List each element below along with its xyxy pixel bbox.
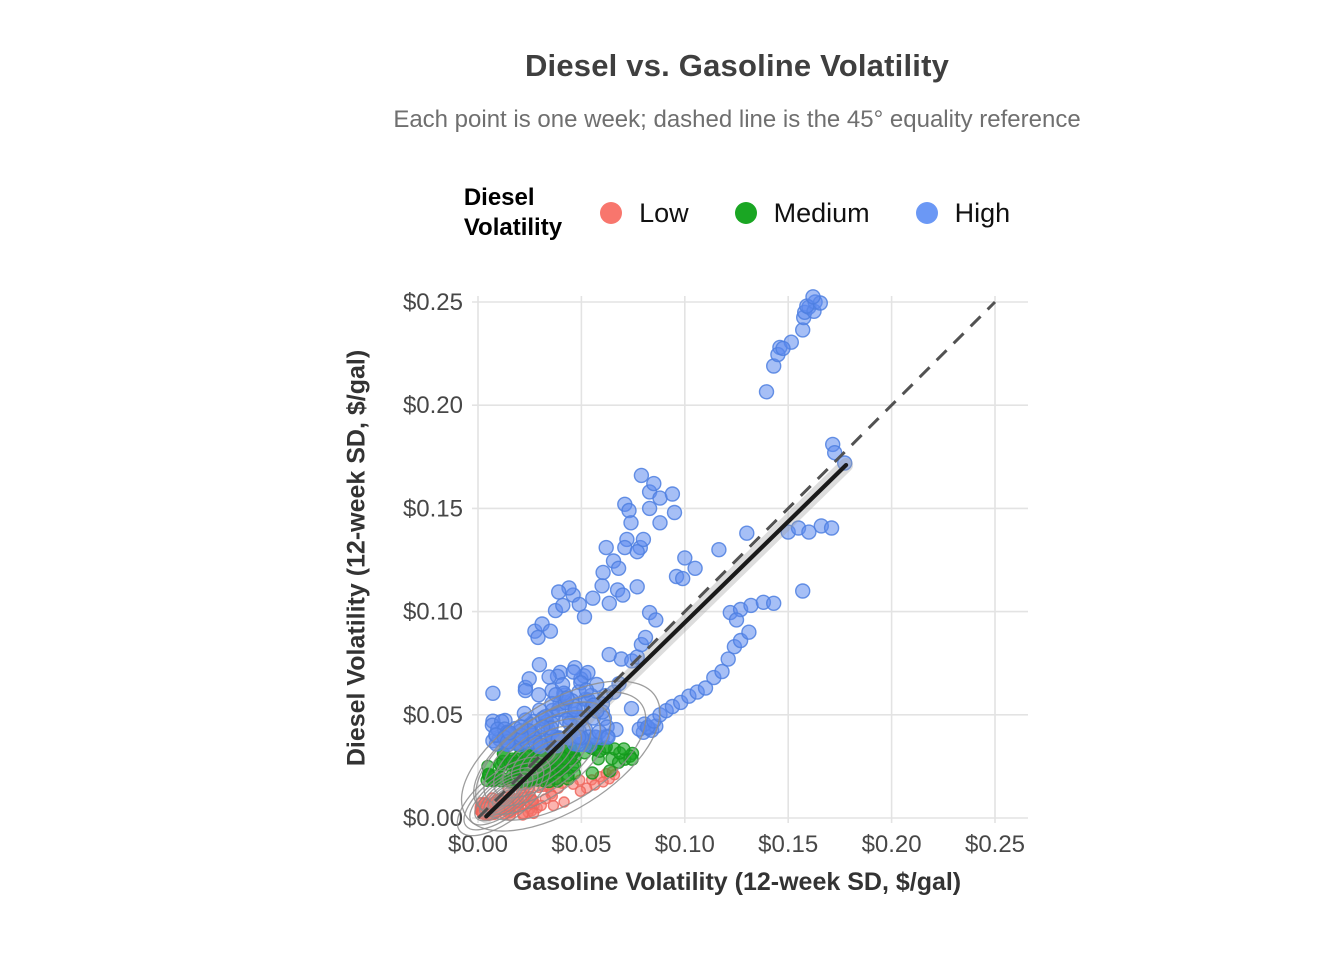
data-point-high [635,531,652,548]
data-point-high [541,669,557,685]
data-point-high [646,475,662,492]
data-point-high [711,542,727,558]
data-point-high [595,564,611,581]
data-point-high [629,544,645,560]
legend-title-line2: Volatility [463,214,563,241]
data-point-high [728,612,745,628]
data-point-high [743,597,759,614]
legend-title: Diesel Volatility [464,183,562,243]
contour-ring [460,680,661,832]
data-point-high [795,583,811,599]
data-point-high [542,623,559,639]
legend-items: Low Medium High [600,198,1010,229]
contour-ring [475,691,647,821]
data-point-high [805,289,821,305]
data-point-high [664,486,681,502]
legend-label-medium: Medium [773,197,870,228]
data-point-low [574,785,587,797]
data-point-high [610,560,627,576]
data-point-high [675,570,691,587]
data-point-high [565,664,581,680]
legend-dot-high-icon [915,202,938,224]
y-tick-label: $0.20 [403,392,463,419]
data-point-high [697,680,714,696]
data-point-high [623,515,639,531]
data-point-high [648,612,664,628]
data-point-medium [617,742,631,756]
data-point-high [714,663,730,680]
y-tick-label: $0.15 [403,495,463,522]
data-point-high [601,646,617,663]
data-point-high [827,445,843,461]
points-high [484,289,853,755]
data-point-high [633,467,650,484]
x-tick-label: $0.15 [758,831,818,858]
contour-ring [472,701,612,815]
legend-title-line1: Diesel [463,184,535,211]
data-point-high [741,624,757,640]
data-point-high [531,657,548,673]
chart-header: Diesel vs. Gasoline Volatility Each poin… [120,48,1344,134]
page-title: Diesel vs. Gasoline Volatility [524,48,950,83]
contour-ring [492,717,592,799]
legend: Diesel Volatility Low Medium High [120,170,1344,256]
data-point-high [677,550,693,566]
legend-label-low: Low [639,197,689,228]
data-point-low [527,807,540,820]
data-point-high [585,590,601,606]
data-point-high [551,584,567,600]
data-point-high [576,609,593,625]
data-point-high [641,500,658,517]
data-point-high [766,595,782,611]
contour-ring [502,725,582,791]
page-subtitle: Each point is one week; dashed line is t… [393,106,1081,133]
data-point-high [517,682,534,699]
x-tick-label: $0.05 [551,831,611,858]
x-axis-title: Gasoline Volatility (12-week SD, $/gal) [512,868,962,896]
y-tick-labels: $0.00 $0.05 $0.10 $0.15 $0.20 $0.25 [403,289,463,832]
y-tick-label: $0.10 [403,599,463,626]
y-tick-label: $0.00 [403,805,463,832]
data-point-medium [585,766,599,780]
legend-label-high: High [954,197,1011,228]
legend-item-medium[interactable]: Medium [734,197,870,229]
data-point-high [837,455,853,471]
fit-line [484,462,849,819]
data-point-high [615,587,631,603]
data-point-high [775,340,791,357]
data-point-high [531,687,547,703]
grid-lines [472,296,1028,823]
contour-ring [483,709,601,807]
data-point-high [687,560,703,576]
data-point-high [623,700,640,717]
legend-item-low[interactable]: Low [600,198,689,229]
data-point-high [801,524,817,540]
data-point-high [598,539,614,556]
data-point-high [485,685,501,701]
data-point-high [530,629,546,646]
data-point-high [758,384,775,400]
legend-dot-medium-icon [734,202,757,224]
legend-item-high[interactable]: High [915,197,1011,229]
y-tick-label: $0.25 [403,289,463,316]
x-tick-labels: $0.00 $0.05 $0.10 $0.15 $0.20 $0.25 [448,831,1025,858]
data-point-high [601,595,617,611]
data-point-high [720,651,736,667]
data-point-high [652,515,668,531]
x-tick-label: $0.10 [655,831,715,858]
x-tick-label: $0.25 [965,831,1025,858]
data-point-high [823,520,840,536]
data-point-high [594,578,610,594]
data-point-high [666,504,683,521]
contour-ring [510,732,574,784]
data-point-high [629,579,645,595]
equality-reference-line [476,300,997,820]
data-point-high [739,525,755,541]
x-tick-label: $0.20 [862,831,922,858]
legend-dot-low-icon [600,202,623,224]
data-point-high [637,629,654,646]
y-tick-label: $0.05 [403,702,463,729]
